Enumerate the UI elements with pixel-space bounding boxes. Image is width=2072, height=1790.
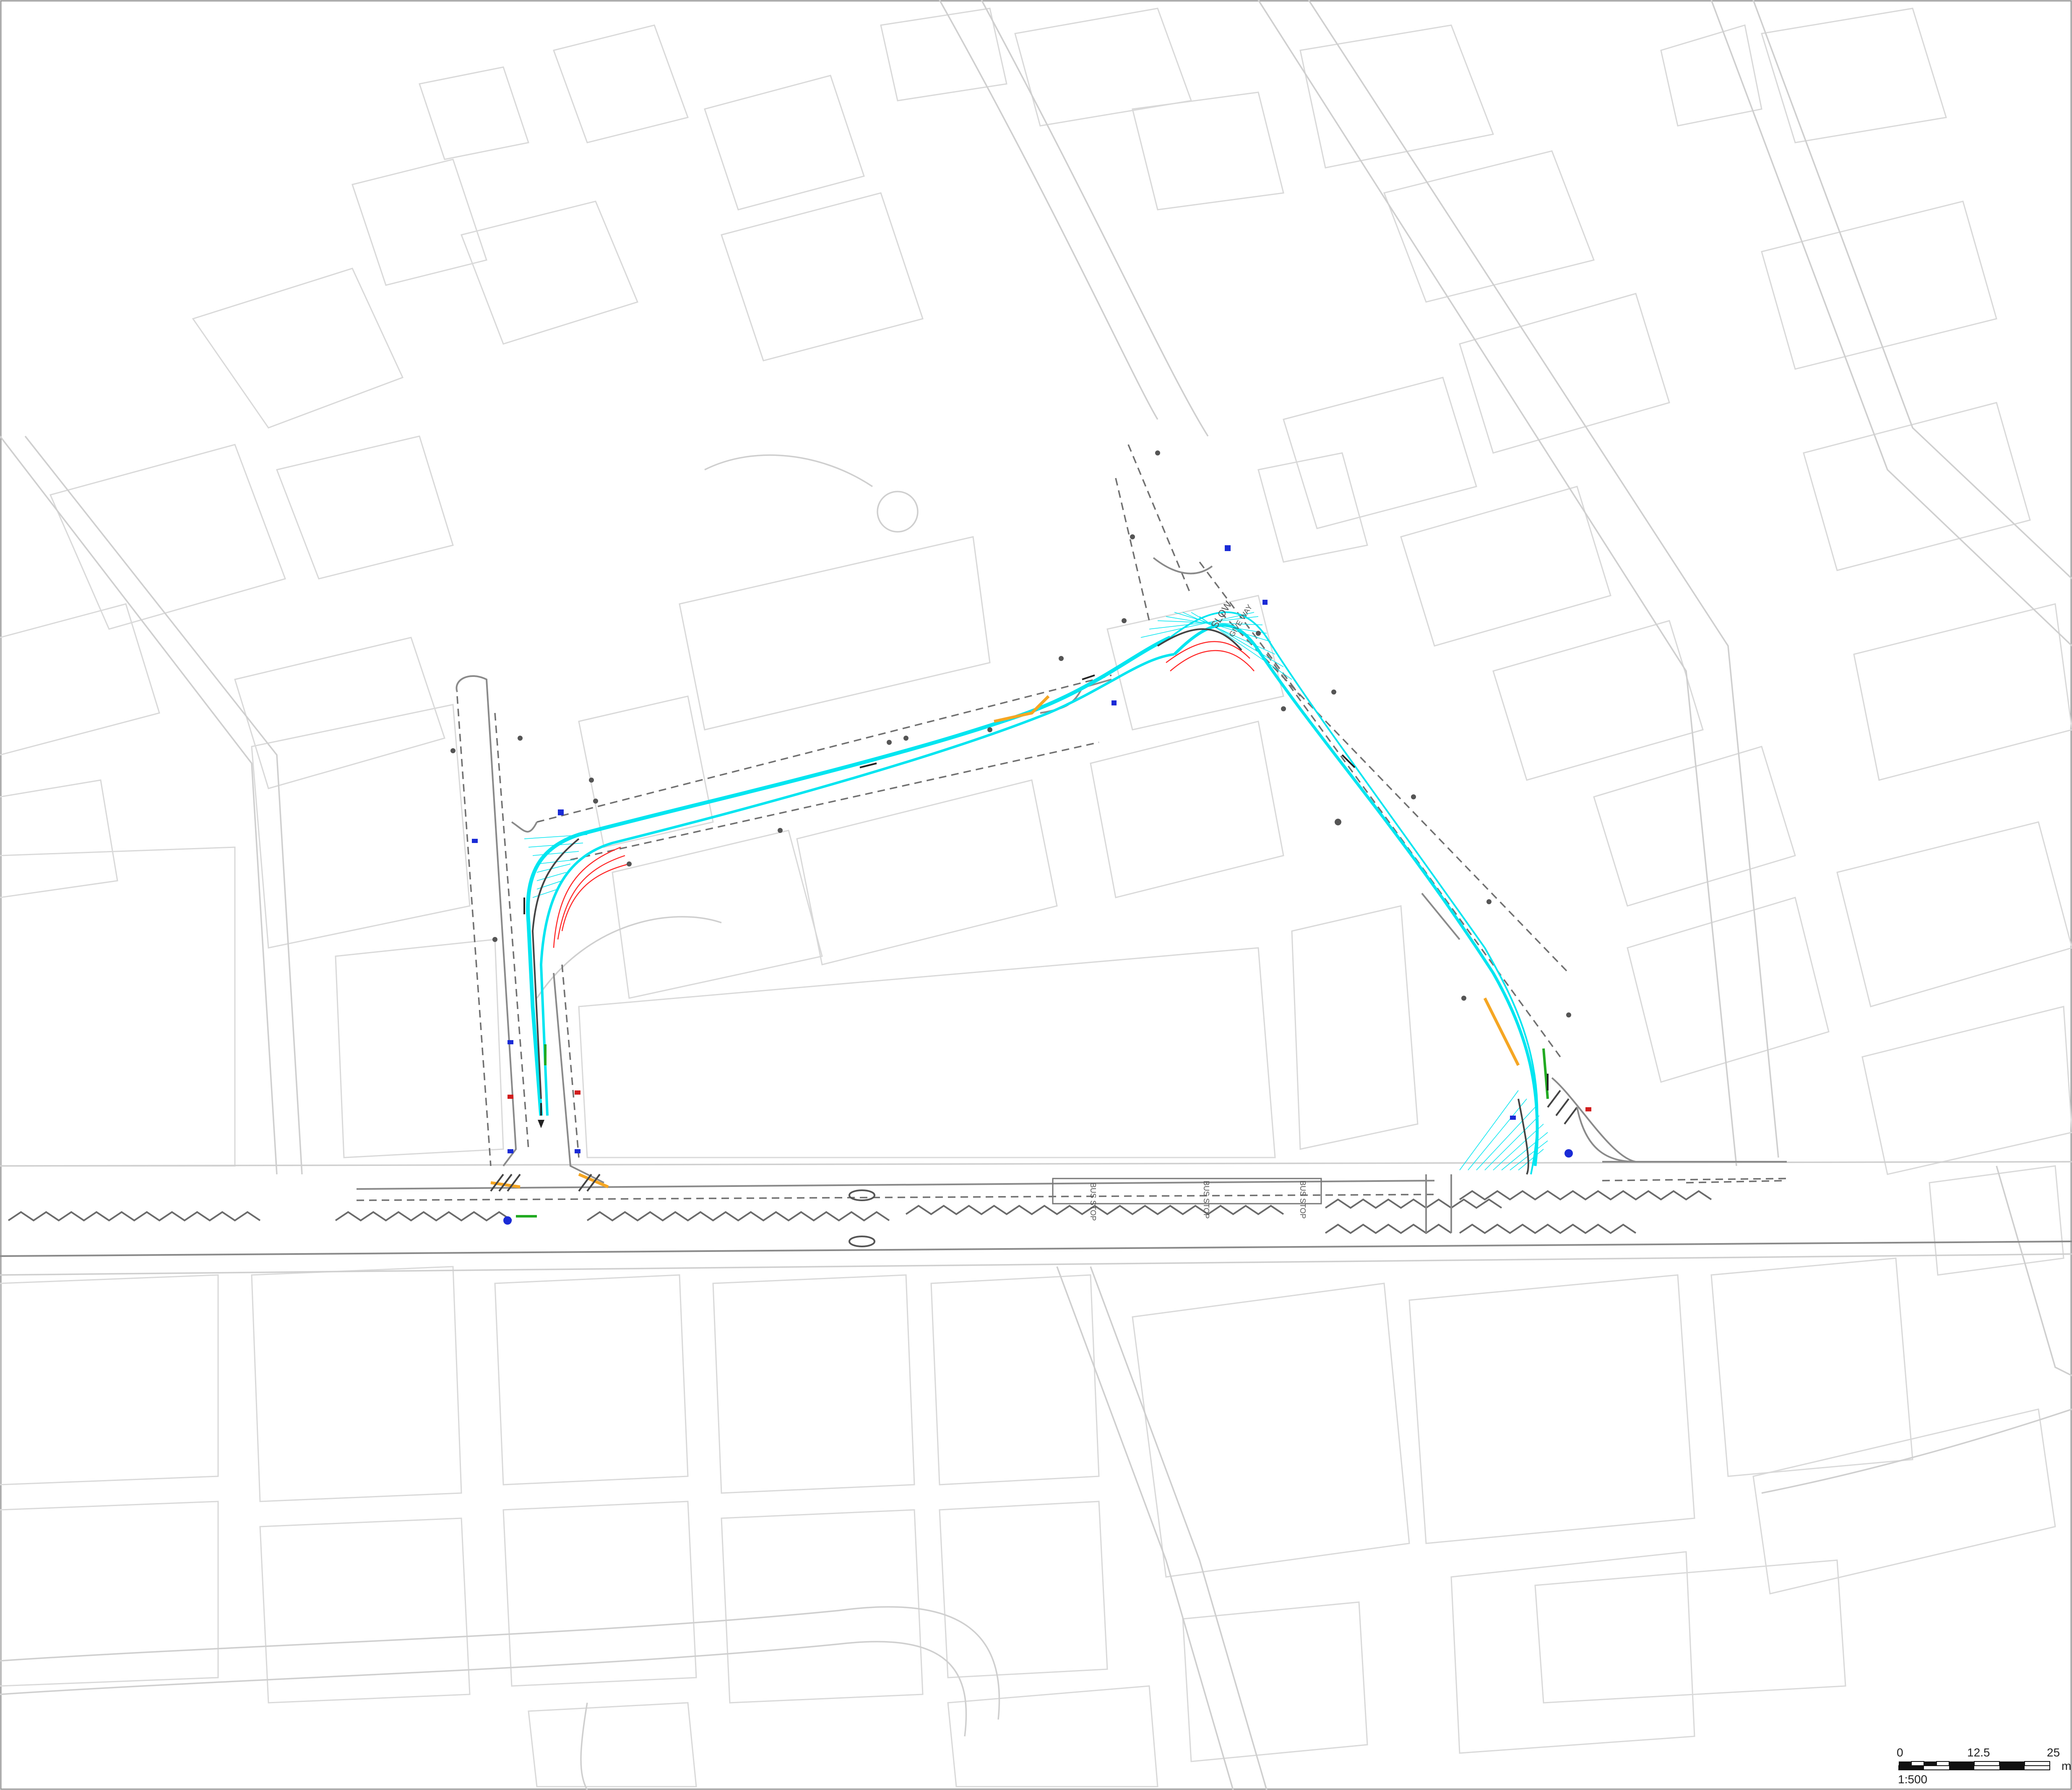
sign-blue-icon [472, 839, 478, 843]
road-island [849, 1236, 875, 1247]
sign-blue-icon [575, 1149, 580, 1153]
swept-path [524, 611, 1548, 1175]
bus-stop-label: BUS STOP [1089, 1183, 1097, 1221]
street-furniture [450, 450, 1571, 1017]
sign-blue-icon [508, 1149, 513, 1153]
scale-tick-0: 0 [1897, 1746, 1903, 1759]
sign-blue-icon [1111, 700, 1117, 705]
sign-blue-icon [508, 1040, 513, 1044]
bus-stop-label: BUS STOP [1299, 1181, 1307, 1219]
sign-red-icon [508, 1095, 513, 1099]
sign-blue-icon [558, 809, 564, 815]
bus-icon [1564, 1149, 1573, 1158]
sign-blue-icon [1262, 600, 1268, 605]
sign-red-icon [575, 1090, 580, 1095]
side-roads [456, 444, 1636, 1184]
scale-unit: m [2062, 1759, 2071, 1772]
overhang-path [553, 641, 1255, 948]
arrow-icon [538, 1120, 544, 1128]
junction-hatching [490, 1090, 1636, 1192]
road-markings-colour [490, 695, 1549, 1218]
bus-stop-label: BUS STOP [1202, 1181, 1210, 1219]
vehicle-track [531, 628, 1529, 1175]
road-island [849, 1189, 875, 1201]
bus-stop-labels: BUS STOP BUS STOP BUS STOP [1089, 1181, 1307, 1221]
scale-tick-25: 25 [2047, 1746, 2060, 1759]
sign-red-icon [1585, 1107, 1591, 1111]
zigzag-marking [8, 1211, 261, 1222]
traffic-signs [472, 545, 1591, 1225]
sign-blue-icon [1225, 545, 1231, 551]
scale-bar: 0 12.5 25 m 1:500 [1897, 1746, 2071, 1786]
sign-blue-icon [1510, 1116, 1516, 1120]
scale-ratio: 1:500 [1898, 1773, 1927, 1786]
bus-icon [503, 1216, 512, 1225]
background-buildings [0, 8, 2072, 1787]
direction-arrows [523, 674, 1549, 1128]
main-road [0, 1161, 2072, 1257]
scale-tick-12-5: 12.5 [1967, 1746, 1990, 1759]
